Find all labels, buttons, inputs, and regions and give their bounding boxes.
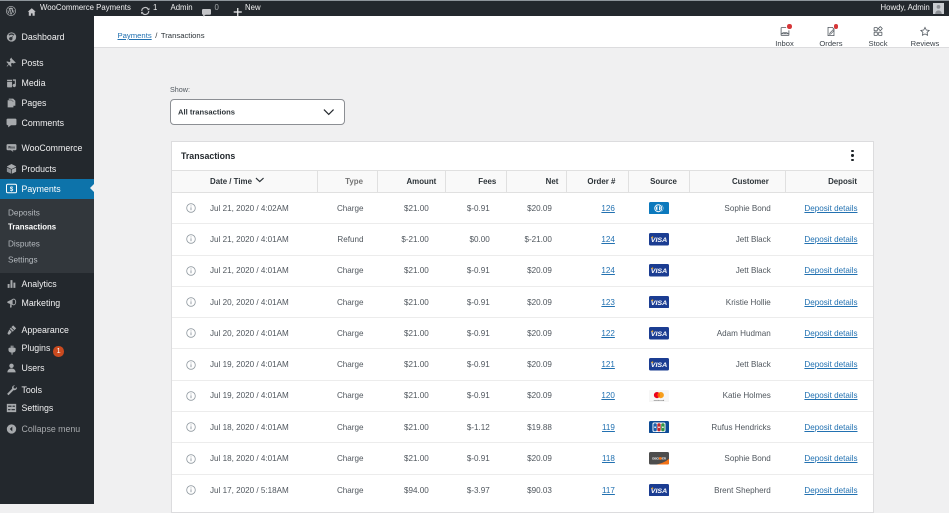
svg-text:VISA: VISA — [651, 489, 668, 495]
svg-text:VISA: VISA — [651, 301, 668, 307]
svg-text:mastercard: mastercard — [654, 399, 665, 402]
svg-text:Woo: Woo — [7, 146, 14, 150]
svg-text:VISA: VISA — [651, 269, 668, 275]
svg-text:VISA: VISA — [651, 363, 668, 369]
svg-text:VISA: VISA — [651, 238, 668, 244]
svg-text:$: $ — [9, 186, 13, 192]
svg-text:VISA: VISA — [651, 332, 668, 338]
